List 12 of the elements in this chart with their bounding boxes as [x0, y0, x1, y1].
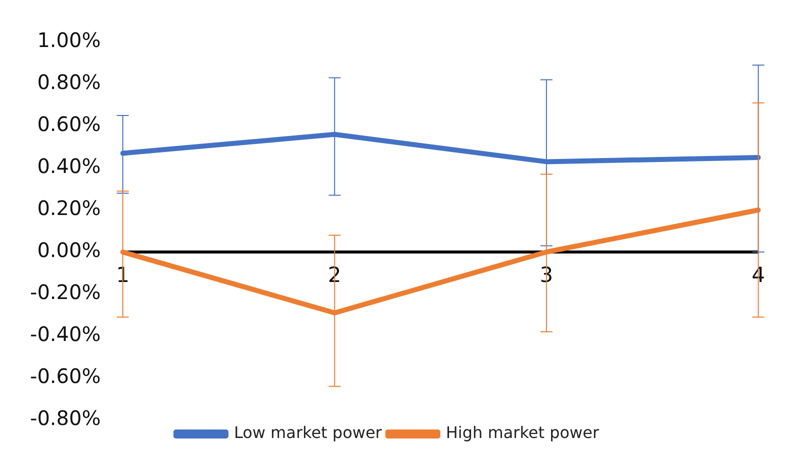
y-tick-label: 0.40%: [37, 154, 101, 178]
y-tick-label: 0.60%: [37, 112, 101, 136]
y-tick-label: -0.20%: [30, 280, 101, 304]
y-tick-label: 0.20%: [37, 196, 101, 220]
legend-label: High market power: [446, 423, 600, 442]
y-tick-label: 1.00%: [37, 28, 101, 52]
y-tick-label: -0.40%: [30, 322, 101, 346]
legend-label: Low market power: [234, 423, 382, 442]
y-tick-label: 0.00%: [37, 238, 101, 262]
y-tick-label: 0.80%: [37, 70, 101, 94]
y-tick-label: -0.80%: [30, 406, 101, 430]
y-tick-label: -0.60%: [30, 364, 101, 388]
